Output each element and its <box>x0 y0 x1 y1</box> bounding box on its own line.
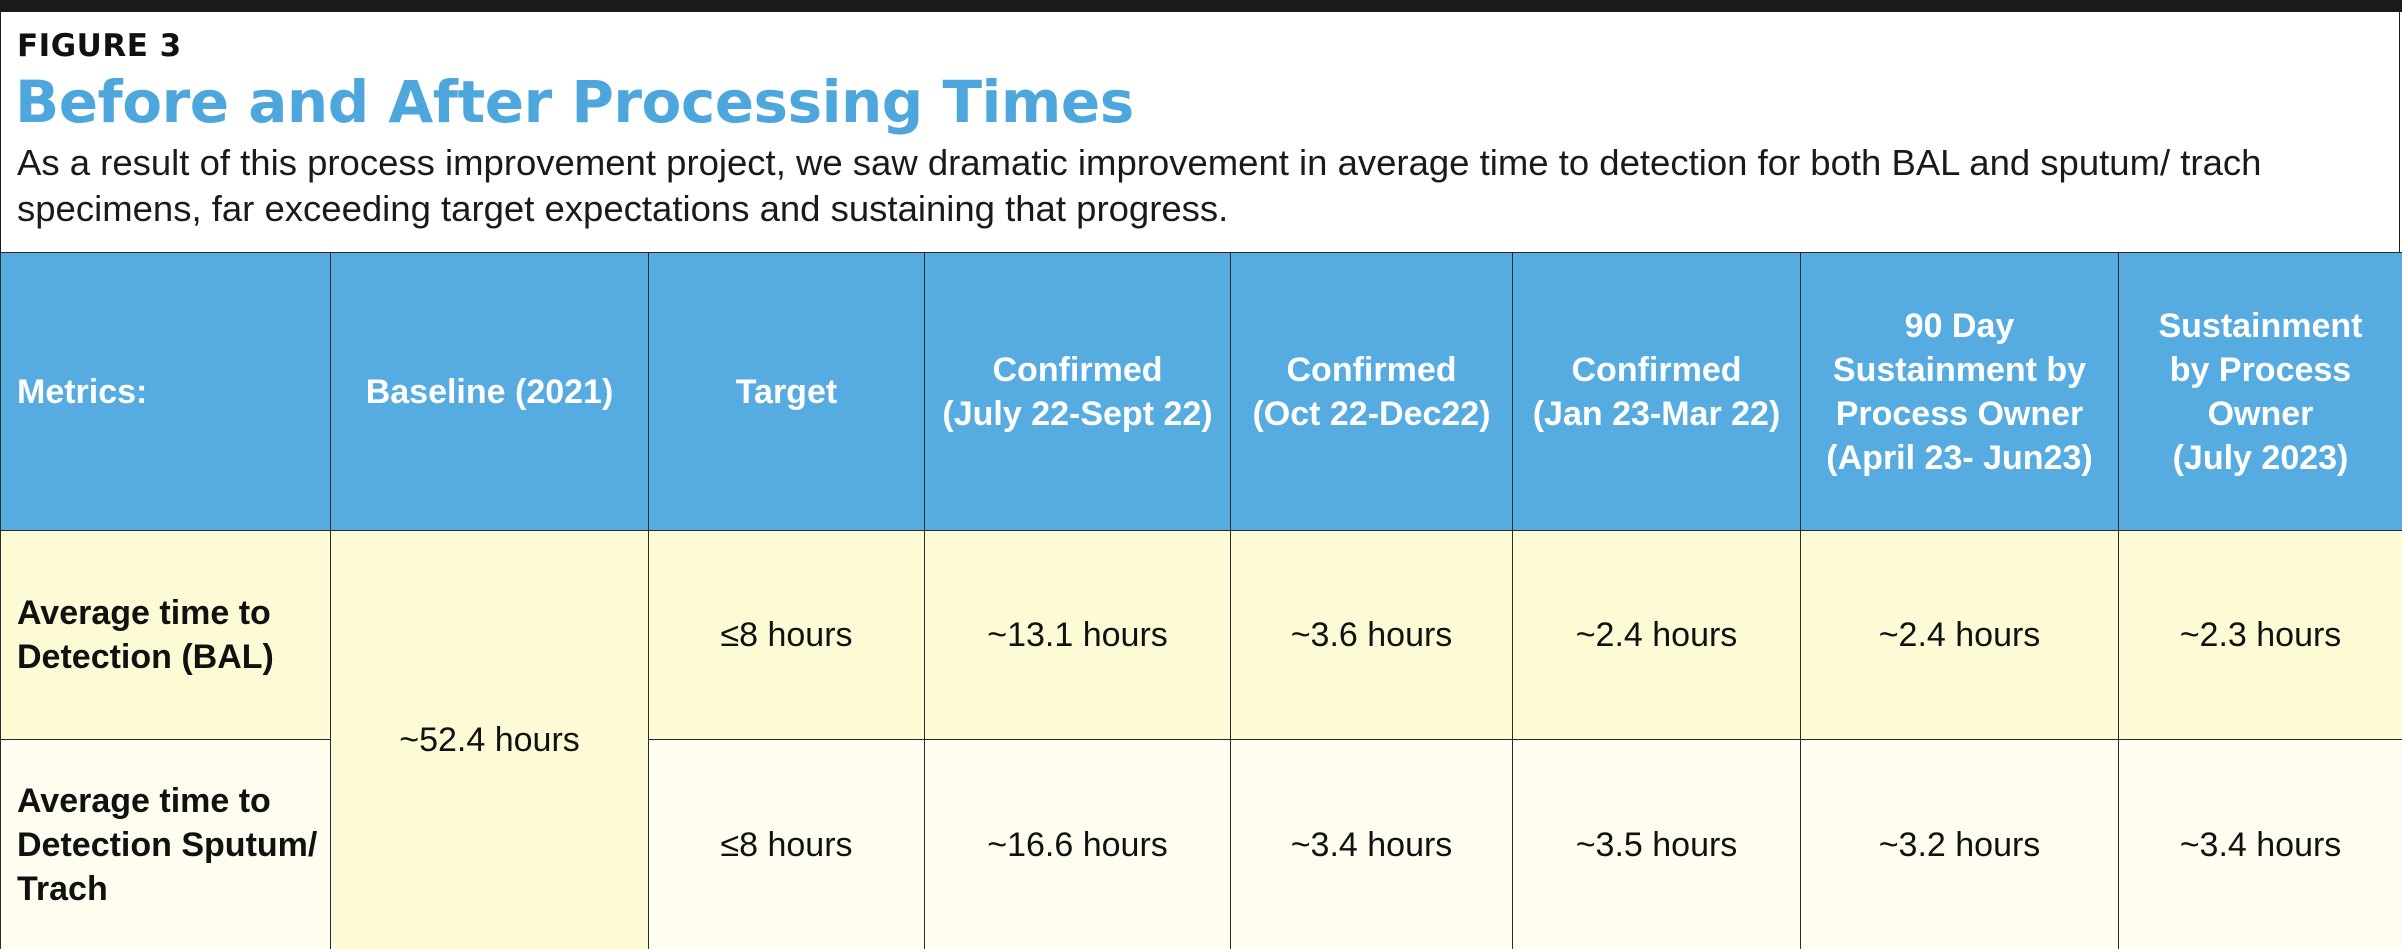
table-row-sputum: Average time to Detection Sputum/ Trach … <box>0 739 2402 949</box>
header-metrics: Metrics: <box>0 252 331 531</box>
bal-target: ≤8 hours <box>648 530 925 740</box>
figure-subtitle: As a result of this process improvement … <box>17 142 2262 229</box>
header-confirmed-oct-dec: Confirmed (Oct 22-Dec22) <box>1230 252 1513 531</box>
bal-confirmed-jul-sep: ~13.1 hours <box>924 530 1231 740</box>
row-label-sputum: Average time to Detection Sputum/ Trach <box>0 739 331 949</box>
header-90-day-sustainment: 90 Day Sustainment by Process Owner (Apr… <box>1800 252 2119 531</box>
bal-confirmed-oct-dec: ~3.6 hours <box>1230 530 1513 740</box>
table-row-bal: Average time to Detection (BAL) ~52.4 ho… <box>0 530 2402 949</box>
figure-label: FIGURE 3 <box>17 28 182 64</box>
sputum-target: ≤8 hours <box>648 739 925 949</box>
figure-title: Before and After Processing Times <box>15 68 1134 136</box>
header-confirmed-jul-sep: Confirmed (July 22-Sept 22) <box>924 252 1231 531</box>
header-sustainment-july: Sustainment by Process Owner (July 2023) <box>2118 252 2402 531</box>
sputum-confirmed-jan-mar: ~3.5 hours <box>1512 739 1801 949</box>
sputum-90-day-sustainment: ~3.2 hours <box>1800 739 2119 949</box>
processing-times-table: Metrics: Baseline (2021) Target Confirme… <box>0 252 2402 949</box>
header-row: Metrics: Baseline (2021) Target Confirme… <box>0 252 2402 531</box>
sputum-confirmed-jul-sep: ~16.6 hours <box>924 739 1231 949</box>
bal-confirmed-jan-mar: ~2.4 hours <box>1512 530 1801 740</box>
baseline-value: ~52.4 hours <box>330 530 649 949</box>
bal-90-day-sustainment: ~2.4 hours <box>1800 530 2119 740</box>
bal-sustainment-july: ~2.3 hours <box>2118 530 2402 740</box>
header-baseline: Baseline (2021) <box>330 252 649 531</box>
header-target: Target <box>648 252 925 531</box>
row-label-bal: Average time to Detection (BAL) <box>0 530 331 740</box>
header-confirmed-jan-mar: Confirmed (Jan 23-Mar 22) <box>1512 252 1801 531</box>
sputum-sustainment-july: ~3.4 hours <box>2118 739 2402 949</box>
top-rule <box>0 0 2402 12</box>
sputum-confirmed-oct-dec: ~3.4 hours <box>1230 739 1513 949</box>
